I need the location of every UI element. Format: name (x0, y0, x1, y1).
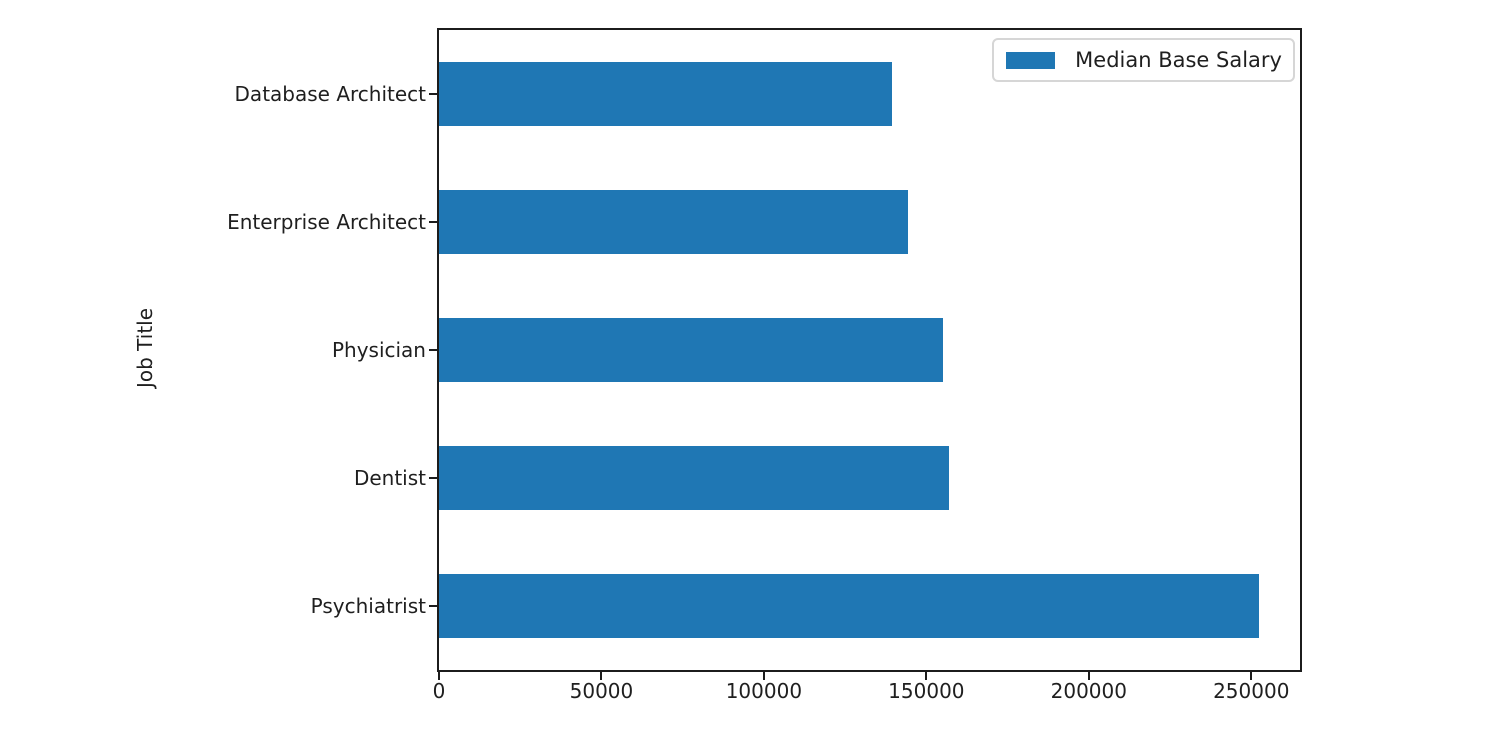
ytick-mark (429, 477, 437, 479)
xtick-label-50000: 50000 (569, 679, 634, 703)
legend-label: Median Base Salary (1075, 47, 1282, 72)
legend: Median Base Salary (992, 38, 1295, 82)
xtick-label-0: 0 (432, 679, 446, 703)
ytick-mark (429, 605, 437, 607)
xtick-mark (600, 672, 603, 680)
xtick-mark (925, 672, 928, 680)
bar-physician (439, 318, 943, 382)
ytick-mark (429, 93, 437, 95)
xtick-mark (438, 672, 440, 680)
ytick-label-dentist: Dentist (353, 466, 426, 490)
ytick-mark (429, 221, 437, 223)
bar-dentist (439, 446, 950, 510)
plot-area: Median Base Salary (437, 28, 1302, 672)
xtick-label-150000: 150000 (888, 679, 965, 703)
ytick-label-enterprise-architect: Enterprise Architect (227, 210, 426, 234)
xtick-label-100000: 100000 (725, 679, 803, 703)
xtick-mark (1250, 672, 1253, 680)
xtick-mark (762, 672, 765, 680)
xtick-mark (1087, 672, 1090, 680)
bar-psychiatrist (439, 574, 1260, 638)
ytick-label-physician: Physician (331, 338, 426, 362)
bar-enterprise-architect (439, 190, 909, 254)
legend-color-swatch (1006, 51, 1056, 69)
bar-database-architect (439, 62, 893, 126)
ytick-mark (429, 349, 437, 351)
xtick-label-200000: 200000 (1050, 679, 1127, 703)
ytick-label-psychiatrist: Psychiatrist (310, 594, 426, 618)
ytick-label-database-architect: Database Architect (234, 82, 426, 106)
bars-layer (439, 30, 1300, 670)
xtick-label-250000: 250000 (1213, 679, 1290, 703)
